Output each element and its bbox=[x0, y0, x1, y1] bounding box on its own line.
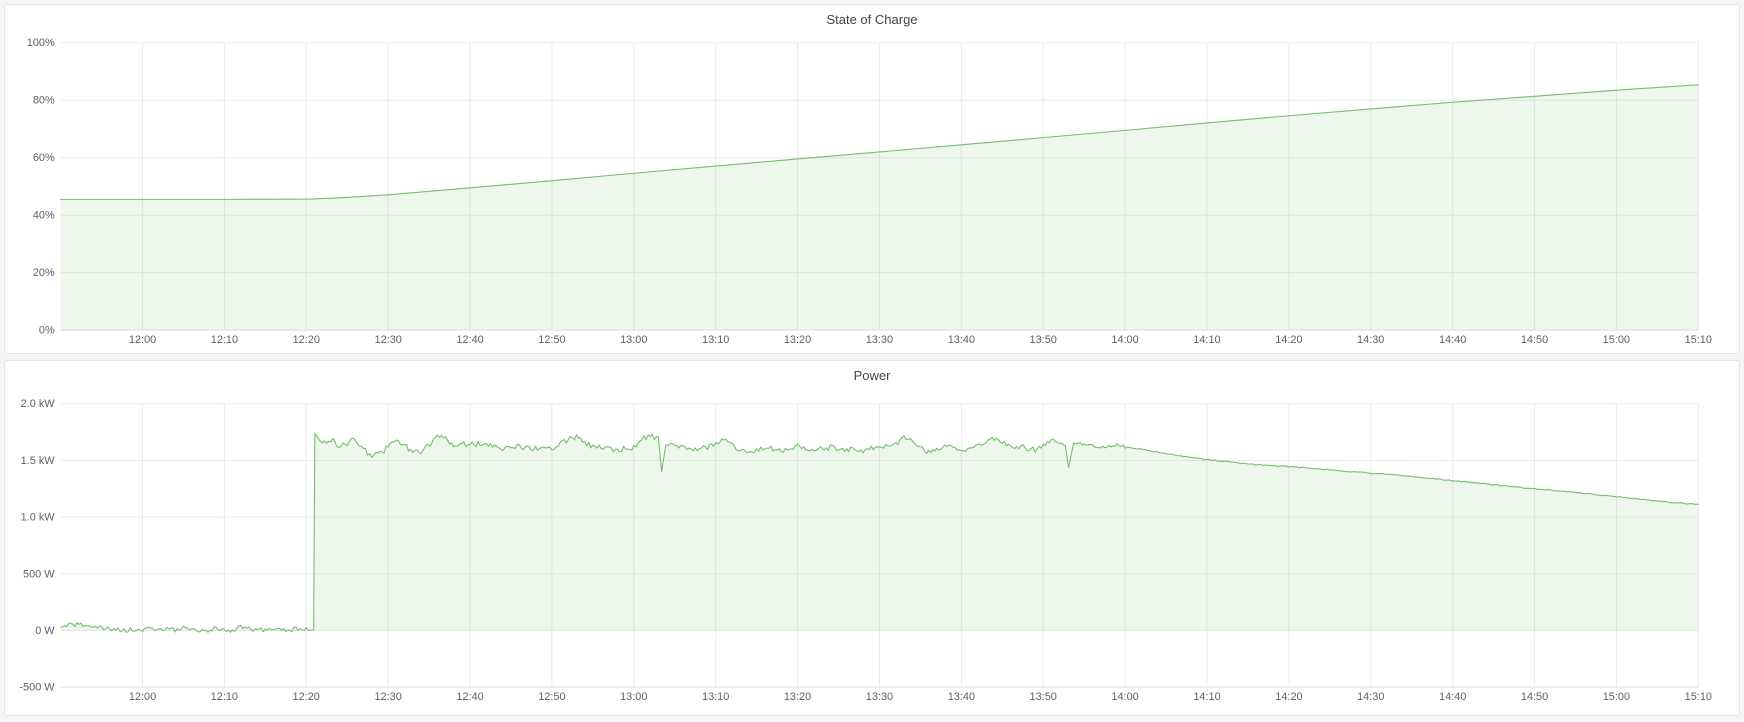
x-tick-label: 14:00 bbox=[1111, 691, 1138, 703]
x-tick-label: 14:50 bbox=[1521, 691, 1548, 703]
y-tick-label: 40% bbox=[33, 210, 55, 222]
y-tick-label: 20% bbox=[33, 267, 55, 279]
x-tick-label: 14:10 bbox=[1193, 691, 1220, 703]
x-tick-label: 12:00 bbox=[129, 691, 156, 703]
x-tick-label: 12:40 bbox=[456, 691, 483, 703]
y-tick-label: 80% bbox=[33, 95, 55, 107]
x-tick-label: 12:20 bbox=[293, 334, 320, 346]
x-tick-label: 14:10 bbox=[1193, 334, 1220, 346]
y-tick-label: -500 W bbox=[19, 682, 55, 694]
x-tick-label: 15:00 bbox=[1603, 334, 1630, 346]
series-line bbox=[60, 84, 1699, 200]
x-tick-label: 13:20 bbox=[784, 691, 811, 703]
x-tick-label: 13:20 bbox=[784, 334, 811, 346]
panel-title-state-of-charge[interactable]: State of Charge bbox=[826, 12, 918, 27]
series-area bbox=[60, 433, 1699, 633]
x-tick-label: 15:00 bbox=[1603, 691, 1630, 703]
x-tick-label: 12:10 bbox=[211, 334, 238, 346]
y-tick-label: 2.0 kW bbox=[21, 398, 56, 410]
x-tick-label: 13:10 bbox=[702, 334, 729, 346]
x-tick-label: 15:10 bbox=[1685, 334, 1712, 346]
y-tick-label: 500 W bbox=[23, 568, 55, 580]
panel-state-of-charge: State of Charge 0% 20% 40% 60% 80% 100% 12:00 1… bbox=[4, 4, 1740, 354]
x-tick-label: 15:10 bbox=[1685, 691, 1712, 703]
x-tick-label: 14:20 bbox=[1275, 691, 1302, 703]
x-tick-label: 13:00 bbox=[620, 334, 647, 346]
panel-power: Power -500 W 0 W 500 W 1.0 kW 1.5 kW 2.0 kW 12… bbox=[4, 360, 1740, 716]
x-tick-label: 13:40 bbox=[948, 691, 975, 703]
panel-title-power[interactable]: Power bbox=[853, 368, 891, 383]
x-tick-label: 12:50 bbox=[538, 691, 565, 703]
x-tick-label: 13:30 bbox=[866, 334, 893, 346]
x-tick-label: 13:40 bbox=[948, 334, 975, 346]
x-tick-label: 12:30 bbox=[375, 334, 402, 346]
y-tick-label: 100% bbox=[27, 37, 55, 49]
x-tick-label: 14:30 bbox=[1357, 334, 1384, 346]
y-tick-label: 1.5 kW bbox=[21, 455, 56, 467]
series-area bbox=[60, 84, 1699, 331]
x-tick-label: 13:50 bbox=[1030, 691, 1057, 703]
x-tick-label: 13:10 bbox=[702, 691, 729, 703]
series-line bbox=[60, 432, 1699, 633]
x-tick-label: 12:50 bbox=[538, 334, 565, 346]
axis-labels: 0% 20% 40% 60% 80% 100% 12:00 12:10 12:20 12:30 12… bbox=[27, 37, 1712, 346]
y-tick-label: 60% bbox=[33, 152, 55, 164]
x-grid bbox=[142, 403, 1699, 688]
x-tick-label: 12:00 bbox=[129, 334, 156, 346]
x-tick-label: 12:10 bbox=[211, 691, 238, 703]
axis-labels: -500 W 0 W 500 W 1.0 kW 1.5 kW 2.0 kW 12:00 12:… bbox=[19, 398, 1712, 703]
x-tick-label: 14:40 bbox=[1439, 691, 1466, 703]
power-chart: -500 W 0 W 500 W 1.0 kW 1.5 kW 2.0 kW 12:00 12:… bbox=[19, 398, 1712, 703]
x-grid bbox=[142, 42, 1699, 331]
x-tick-label: 12:40 bbox=[456, 334, 483, 346]
y-tick-label: 0 W bbox=[35, 625, 55, 637]
x-tick-label: 14:00 bbox=[1111, 334, 1138, 346]
y-tick-label: 0% bbox=[39, 325, 55, 337]
x-tick-label: 14:30 bbox=[1357, 691, 1384, 703]
x-tick-label: 14:40 bbox=[1439, 334, 1466, 346]
state-of-charge-chart: 0% 20% 40% 60% 80% 100% 12:00 12:10 12:20 12:30 12… bbox=[27, 37, 1712, 346]
x-tick-label: 12:30 bbox=[374, 691, 401, 703]
x-tick-label: 13:30 bbox=[866, 691, 893, 703]
x-tick-label: 12:20 bbox=[293, 691, 320, 703]
x-tick-label: 13:00 bbox=[620, 691, 647, 703]
y-tick-label: 1.0 kW bbox=[21, 512, 56, 524]
x-tick-label: 14:20 bbox=[1275, 334, 1302, 346]
x-tick-label: 13:50 bbox=[1030, 334, 1057, 346]
x-tick-label: 14:50 bbox=[1521, 334, 1548, 346]
